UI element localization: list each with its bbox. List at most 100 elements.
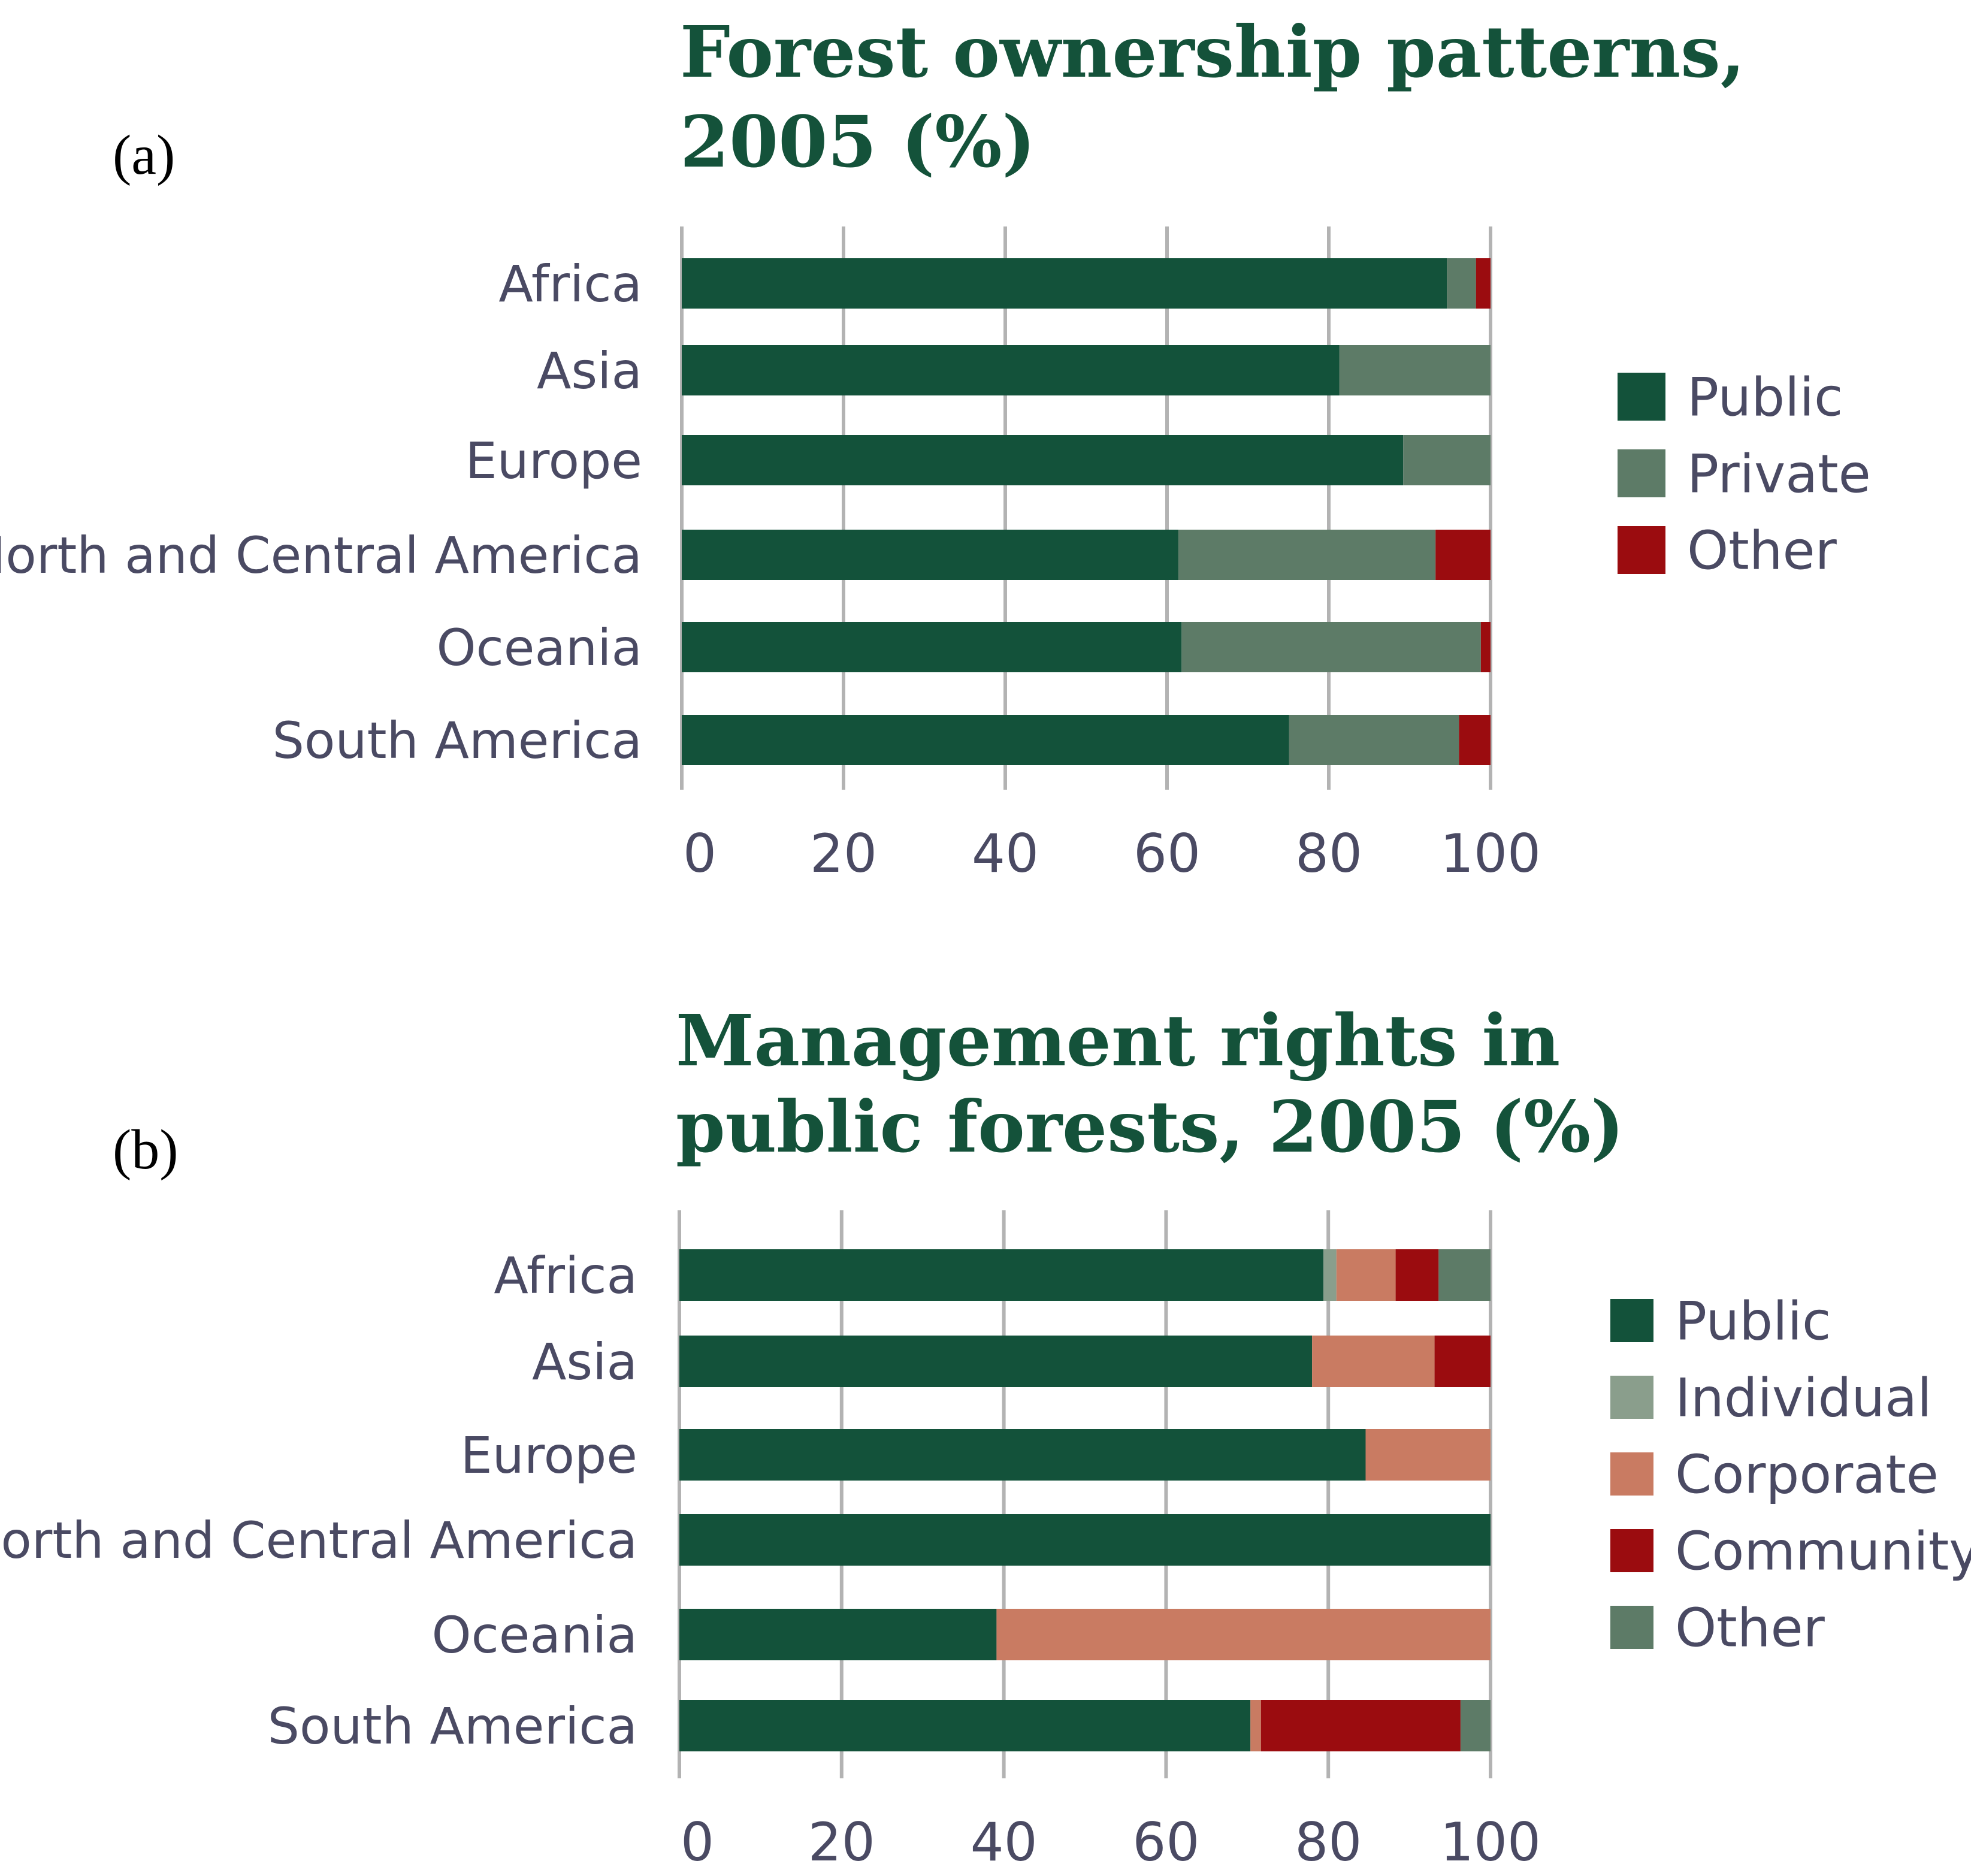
bar-b-europe-corporate — [1365, 1429, 1491, 1481]
panel-label-a: (a) — [113, 124, 175, 186]
bar-a-oceania-public — [682, 622, 1182, 672]
x-tick-label-a-40: 40 — [972, 823, 1039, 884]
bar-b-oceania-public — [679, 1609, 997, 1660]
legend-item-b-corporate: Corporate — [1610, 1444, 1939, 1506]
bar-a-oceania-other — [1480, 622, 1491, 672]
chart-title-a-line-2: 2005 (%) — [680, 100, 1035, 183]
bar-b-south-america-community — [1260, 1700, 1461, 1751]
bar-a-north-and-central-america-other — [1435, 530, 1491, 580]
x-tick-label-b-80: 80 — [1295, 1811, 1362, 1873]
x-tick-label-b-100: 100 — [1440, 1811, 1541, 1873]
legend-swatch-b-community — [1610, 1529, 1653, 1572]
legend-label-b-other: Other — [1675, 1597, 1825, 1659]
legend-a: Public Private Other — [1618, 367, 1871, 582]
category-label-b-africa: Africa — [494, 1246, 637, 1305]
legend-item-b-other: Other — [1610, 1597, 1825, 1659]
category-label-a-oceania: Oceania — [436, 618, 642, 677]
x-tick-label-a-60: 60 — [1133, 823, 1201, 884]
category-label-a-north-and-central-america: North and Central America — [0, 526, 642, 585]
bar-a-oceania-private — [1181, 622, 1481, 672]
bar-a-europe-private — [1403, 435, 1491, 485]
legend-b: Public Individual Corporate Community Other — [1610, 1291, 1971, 1659]
x-tick-label-a-20: 20 — [810, 823, 877, 884]
legend-label-b-community: Community — [1675, 1521, 1971, 1582]
bar-b-south-america-other — [1460, 1700, 1491, 1751]
category-label-b-south-america: South America — [268, 1697, 637, 1756]
bar-a-asia-public — [682, 345, 1340, 395]
tick-labels-a: 0 20 40 60 80 100 — [683, 823, 1541, 884]
bar-b-africa-community — [1395, 1249, 1439, 1301]
bars-b — [679, 1249, 1491, 1751]
legend-item-a-private: Private — [1618, 443, 1871, 505]
category-label-b-asia: Asia — [532, 1333, 637, 1391]
category-label-a-africa: Africa — [498, 255, 642, 313]
legend-swatch-b-other — [1610, 1606, 1653, 1649]
category-label-b-north-and-central-america: North and Central America — [0, 1511, 637, 1570]
bar-a-asia-private — [1339, 345, 1491, 395]
legend-label-b-corporate: Corporate — [1675, 1444, 1939, 1506]
bar-a-south-america-private — [1289, 715, 1459, 765]
chart-panel-b: (b) Management rights in public forests,… — [0, 999, 1971, 1873]
legend-swatch-a-private — [1618, 449, 1665, 497]
legend-label-a-other: Other — [1687, 520, 1837, 582]
legend-swatch-b-individual — [1610, 1376, 1653, 1419]
x-tick-label-a-80: 80 — [1295, 823, 1362, 884]
legend-label-a-private: Private — [1687, 443, 1871, 505]
bar-a-africa-other — [1476, 258, 1491, 309]
chart-title-b-line-2: public forests, 2005 (%) — [676, 1085, 1624, 1168]
legend-item-b-public: Public — [1610, 1291, 1831, 1352]
gridlines-b — [678, 1210, 1492, 1778]
bar-b-africa-public — [679, 1249, 1324, 1301]
bar-b-africa-individual — [1323, 1249, 1337, 1301]
chart-title-b-line-1: Management rights in — [676, 999, 1560, 1082]
x-tick-label-b-20: 20 — [808, 1811, 875, 1873]
category-label-b-oceania: Oceania — [431, 1606, 637, 1664]
category-label-b-europe: Europe — [461, 1426, 637, 1485]
bar-b-asia-community — [1434, 1336, 1491, 1387]
bar-a-north-and-central-america-public — [682, 530, 1178, 580]
bar-b-oceania-corporate — [996, 1609, 1491, 1660]
legend-label-b-public: Public — [1675, 1291, 1831, 1352]
category-labels-a: Africa Asia Europe North and Central Americ… — [0, 255, 642, 770]
bar-a-africa-private — [1447, 258, 1476, 309]
category-label-a-asia: Asia — [537, 342, 642, 400]
bar-a-south-america-public — [682, 715, 1289, 765]
bar-b-europe-public — [679, 1429, 1366, 1481]
legend-swatch-b-corporate — [1610, 1452, 1653, 1496]
bar-b-south-america-corporate — [1250, 1700, 1261, 1751]
legend-swatch-a-other — [1618, 526, 1665, 574]
bars-a — [682, 258, 1491, 765]
x-tick-label-a-100: 100 — [1440, 823, 1541, 884]
bar-b-asia-public — [679, 1336, 1313, 1387]
legend-label-a-public: Public — [1687, 367, 1843, 428]
legend-item-a-public: Public — [1618, 367, 1843, 428]
legend-item-b-community: Community — [1610, 1521, 1971, 1582]
bar-a-africa-public — [682, 258, 1447, 309]
x-tick-label-b-0: 0 — [681, 1811, 714, 1873]
bar-a-north-and-central-america-private — [1178, 530, 1436, 580]
category-label-a-europe: Europe — [465, 431, 642, 490]
panel-label-b: (b) — [113, 1119, 179, 1181]
bar-a-europe-public — [682, 435, 1404, 485]
chart-panel-a: (a) Forest ownership patterns, 2005 (%) … — [0, 10, 1871, 884]
x-tick-label-b-40: 40 — [971, 1811, 1038, 1873]
legend-swatch-a-public — [1618, 373, 1665, 421]
x-tick-label-b-60: 60 — [1132, 1811, 1199, 1873]
legend-item-b-individual: Individual — [1610, 1367, 1932, 1429]
tick-labels-b: 0 20 40 60 80 100 — [681, 1811, 1541, 1873]
legend-label-b-individual: Individual — [1675, 1367, 1932, 1429]
category-labels-b: Africa Asia Europe North and Central Americ… — [0, 1246, 637, 1756]
gridlines-a — [680, 226, 1492, 790]
chart-title-a-line-1: Forest ownership patterns, — [680, 10, 1745, 93]
bar-b-asia-corporate — [1312, 1336, 1435, 1387]
legend-item-a-other: Other — [1618, 520, 1837, 582]
legend-swatch-b-public — [1610, 1299, 1653, 1342]
category-label-a-south-america: South America — [273, 711, 642, 770]
bar-b-south-america-public — [679, 1700, 1251, 1751]
bar-b-africa-other — [1438, 1249, 1491, 1301]
bar-a-south-america-other — [1459, 715, 1491, 765]
bar-b-africa-corporate — [1336, 1249, 1396, 1301]
bar-b-north-and-central-america-public — [679, 1514, 1491, 1566]
x-tick-label-a-0: 0 — [683, 823, 717, 884]
